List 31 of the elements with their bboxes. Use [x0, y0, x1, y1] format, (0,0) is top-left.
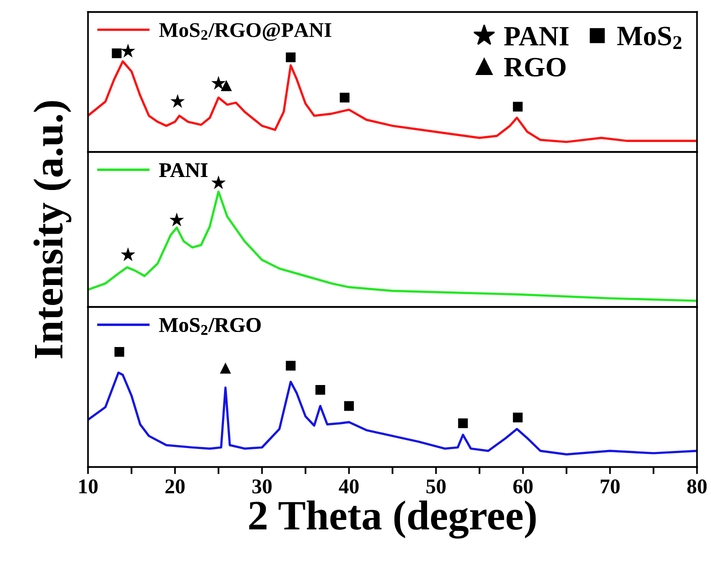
x-tick-label: 20	[165, 479, 185, 494]
legend-label: PANI	[504, 26, 569, 46]
point	[120, 44, 136, 58]
x-tick-label: 70	[600, 479, 620, 494]
point	[512, 102, 523, 112]
point	[344, 401, 354, 411]
point	[211, 76, 226, 90]
point	[340, 92, 350, 102]
x-tick-label: 50	[426, 479, 446, 494]
point	[170, 94, 185, 108]
x-tick-label: 40	[338, 479, 359, 494]
point	[286, 360, 296, 371]
point	[512, 412, 523, 422]
x-axis-title: 2 Theta (degree)	[249, 500, 536, 539]
point	[112, 48, 122, 58]
legend-label: PANI	[159, 163, 208, 177]
legend-label: MoS$_{2}$/RGO	[159, 318, 261, 335]
x-tick-label: 60	[513, 479, 533, 494]
point	[220, 362, 232, 374]
x-tick-label: 30	[252, 479, 272, 494]
x-tick-label: 10	[79, 479, 98, 494]
point	[458, 418, 468, 428]
legend-label: MoS$_{2}$/RGO@PANI	[159, 23, 332, 41]
point	[315, 385, 326, 395]
legend-label: RGO	[504, 58, 566, 77]
legend-label: MoS$_{2}$	[617, 26, 682, 49]
x-tick-label: 80	[687, 479, 707, 494]
point	[114, 347, 124, 357]
point	[220, 80, 232, 92]
point	[286, 52, 296, 62]
y-axis-title: Intensity (a.u.)	[33, 101, 72, 358]
